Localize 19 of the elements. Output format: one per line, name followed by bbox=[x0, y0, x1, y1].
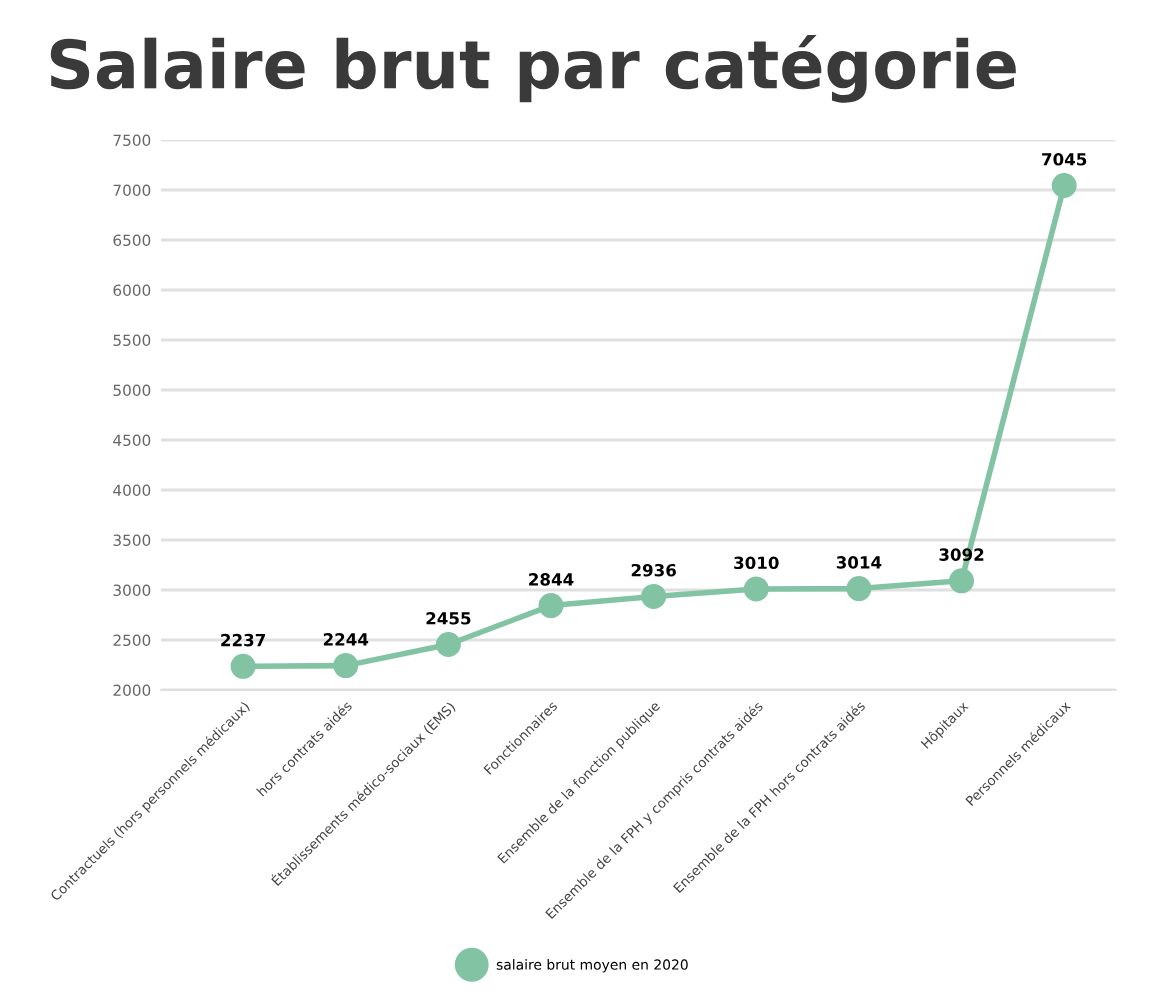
point bbox=[846, 576, 872, 602]
point bbox=[743, 576, 769, 602]
data-label: 3014 bbox=[836, 556, 882, 569]
point bbox=[435, 632, 461, 657]
data-label: 3010 bbox=[734, 556, 779, 570]
data-label: 3092 bbox=[939, 548, 984, 561]
data-label: 7045 bbox=[1042, 153, 1087, 166]
data-label: 2844 bbox=[529, 573, 574, 586]
point bbox=[333, 653, 359, 679]
data-label: 2244 bbox=[323, 633, 369, 646]
point bbox=[641, 583, 667, 609]
data-label: 2237 bbox=[221, 633, 265, 647]
point bbox=[949, 568, 975, 594]
data-label: 2455 bbox=[426, 612, 471, 625]
point bbox=[230, 653, 256, 679]
data-label: 2936 bbox=[631, 563, 676, 577]
point bbox=[538, 593, 564, 619]
point bbox=[1051, 173, 1077, 198]
chart-title: Salaire brut par catégorie bbox=[50, 35, 1016, 103]
